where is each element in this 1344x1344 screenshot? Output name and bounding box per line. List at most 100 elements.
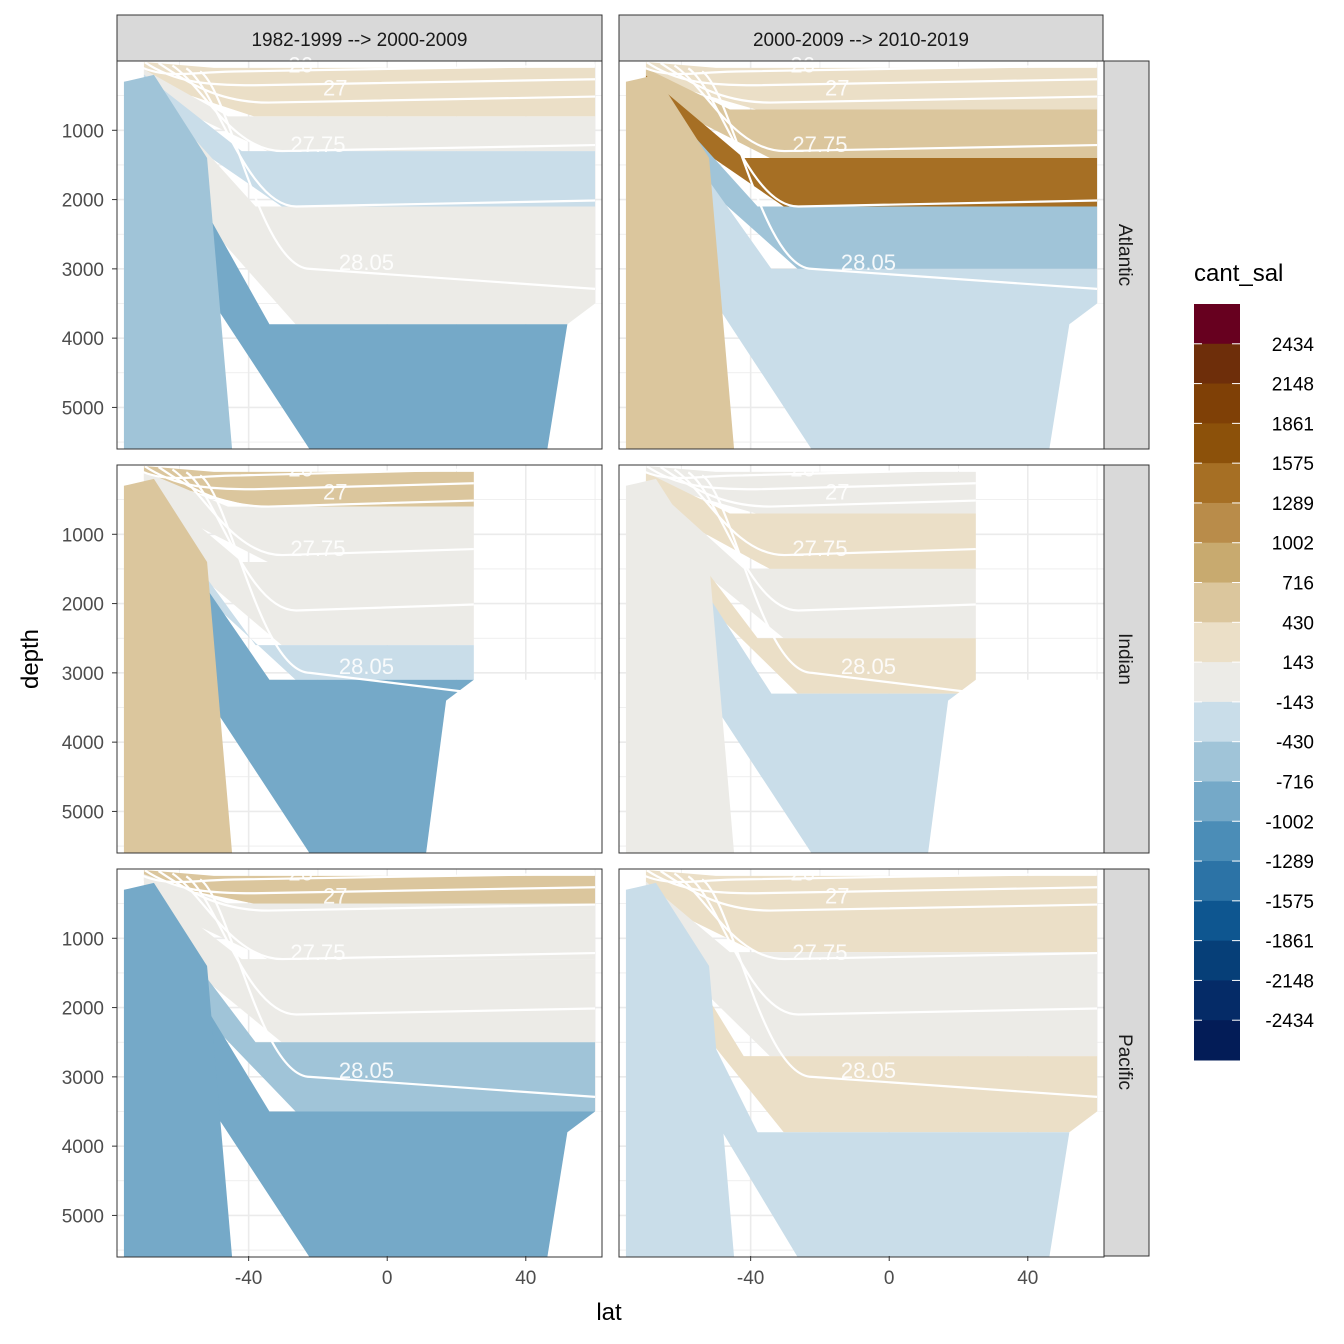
- legend-label: 1575: [1272, 454, 1314, 475]
- row-strip-indian: Indian: [1102, 464, 1150, 854]
- contour-band: [645, 75, 1098, 207]
- isopycnal-line: [171, 64, 596, 153]
- legend-swatch: [1194, 1020, 1240, 1061]
- seafloor-mask: [426, 679, 602, 853]
- isopycnal-label: 28.05: [339, 250, 394, 275]
- y-tick-label: 3000: [62, 1068, 104, 1089]
- row-strip-atlantic-label: Atlantic: [1114, 224, 1135, 286]
- contour-band: [645, 92, 1098, 449]
- contour-band: [143, 874, 596, 960]
- isopycnal-label: 27.75: [792, 536, 847, 561]
- legend-swatch: [1194, 304, 1240, 345]
- panel-indian-2: 26 27 27.75 28.05: [618, 456, 1105, 854]
- y-tick-label: 3000: [62, 664, 104, 685]
- panel-border: [618, 868, 1105, 1258]
- y-tick-label: 2000: [62, 191, 104, 212]
- y-tick-label: 5000: [62, 1206, 104, 1227]
- legend-label: -1002: [1265, 812, 1314, 833]
- panel-border: [116, 868, 603, 1258]
- legend-swatch: [1194, 463, 1240, 504]
- contour-band: [143, 497, 474, 853]
- isopycnal-line: [144, 61, 596, 87]
- southern-water-mass: [123, 74, 233, 449]
- contour-band: [143, 74, 596, 207]
- isopycnal-line: [673, 64, 1098, 153]
- isopycnal-label: 27.75: [290, 940, 345, 965]
- isopycnal-line: [673, 872, 1098, 961]
- isopycnal-line: [157, 466, 474, 508]
- isopycnal-line: [701, 70, 1098, 290]
- seafloor-mask: [1049, 1111, 1104, 1257]
- legend-label: -2434: [1265, 1011, 1314, 1032]
- x-tick-label: -40: [235, 1268, 262, 1289]
- isopycnal-lines: [130, 869, 596, 1098]
- legend-swatch: [1194, 701, 1240, 743]
- isopycnal-line: [646, 465, 976, 491]
- legend-swatch: [1194, 861, 1240, 902]
- legend-swatch: [1194, 781, 1240, 822]
- isopycnal-label: 26: [288, 456, 312, 481]
- southern-water-mass: [625, 882, 735, 1257]
- isopycnal-label: 28.05: [841, 654, 896, 679]
- x-tick-label: 40: [1017, 1268, 1038, 1289]
- contour-band: [143, 100, 596, 449]
- legend-swatch: [1194, 940, 1240, 981]
- panel-border: [116, 464, 603, 854]
- contour-band: [143, 492, 474, 680]
- legend-label: 716: [1282, 574, 1314, 595]
- isopycnal-line: [144, 465, 474, 491]
- isopycnal-lines: [130, 465, 474, 694]
- legend-label: -1289: [1265, 852, 1314, 873]
- x-tick-label: 40: [515, 1268, 536, 1289]
- panel-atlantic-1: 26 27 27.75 28.05: [116, 52, 603, 450]
- legend-title: cant_sal: [1194, 260, 1283, 287]
- legend-label: 1861: [1272, 414, 1314, 435]
- isopycnal-label: 27.75: [290, 132, 345, 157]
- isopycnal-label: 27: [323, 479, 347, 504]
- y-axis-title: depth: [17, 629, 44, 689]
- legend-swatch: [1194, 622, 1240, 663]
- legend-swatch: [1194, 662, 1240, 703]
- isopycnal-line: [673, 468, 976, 557]
- isopycnal-label: 26: [790, 860, 814, 885]
- contour-band: [645, 897, 1098, 1133]
- isopycnal-line: [701, 474, 976, 694]
- isopycnal-line: [157, 870, 596, 912]
- isopycnal-label: 26: [288, 860, 312, 885]
- column-strip-2-label: 2000-2009 --> 2010-2019: [753, 30, 969, 51]
- seafloor-mask: [547, 1111, 602, 1257]
- contour-band: [143, 82, 596, 325]
- legend-swatch: [1194, 343, 1240, 385]
- isopycnal-line: [199, 878, 596, 1098]
- southern-water-mass: [625, 74, 735, 449]
- panel-pacific-1: 26 27 27.75 28.05: [116, 860, 603, 1258]
- legend: cant_sal 2434 2148 1861 1575 1289 1002 716 430 1…: [1194, 260, 1314, 1061]
- legend-swatch: [1194, 980, 1240, 1021]
- legend-label: 2148: [1272, 375, 1314, 396]
- panel-border: [618, 60, 1105, 450]
- y-tick-label: 2000: [62, 595, 104, 616]
- y-tick-label: 1000: [62, 929, 104, 950]
- legend-swatch: [1194, 900, 1240, 942]
- contour-band: [645, 480, 976, 639]
- isopycnal-label: 28.05: [841, 250, 896, 275]
- x-tick-label: 0: [382, 1268, 393, 1289]
- x-tick-label: -40: [737, 1268, 764, 1289]
- isopycnal-line: [659, 870, 1098, 912]
- contour-band: [645, 881, 1098, 1057]
- isopycnal-line: [144, 869, 596, 895]
- isopycnal-line: [646, 61, 1098, 87]
- isopycnal-line: [199, 474, 474, 694]
- isopycnal-label: 27.75: [792, 940, 847, 965]
- panel-indian-1: 26 27 27.75 28.05: [116, 456, 603, 854]
- row-strip-indian-label: Indian: [1114, 633, 1135, 685]
- isopycnal-line: [199, 70, 596, 290]
- legend-label: 430: [1282, 613, 1314, 634]
- y-tick-label: 1000: [62, 121, 104, 142]
- isopycnal-lines: [130, 61, 596, 290]
- isopycnal-label: 28.05: [339, 1058, 394, 1083]
- contour-band: [645, 68, 1098, 158]
- x-axis-title: lat: [596, 1299, 622, 1326]
- contour-band: [143, 69, 596, 152]
